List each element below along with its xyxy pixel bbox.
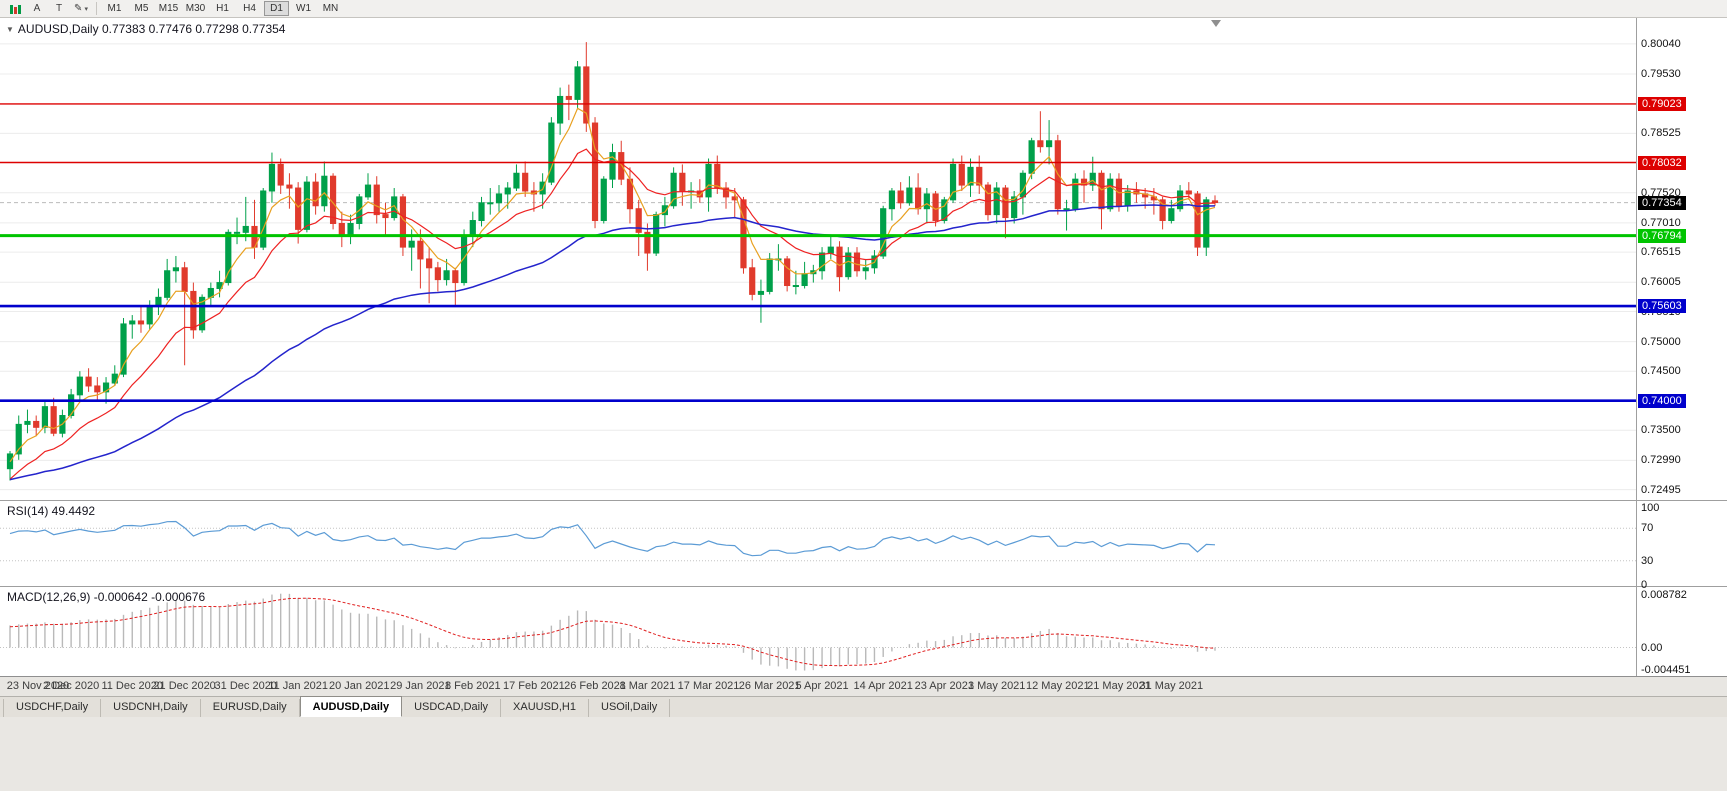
- date-label-29-Jan-2021: 29 Jan 2021: [390, 680, 451, 692]
- date-label-12-May-2021: 12 May 2021: [1026, 680, 1090, 692]
- date-label-31-Dec-2020: 31 Dec 2020: [214, 680, 277, 692]
- level-price-badge-0.75603: 0.75603: [1638, 299, 1686, 314]
- toolbar-separator: [96, 2, 97, 15]
- timeframe-m5-button[interactable]: M5: [134, 3, 149, 14]
- timeframe-mn-button[interactable]: MN: [322, 3, 339, 14]
- macd-signal-line: [9, 597, 1216, 667]
- chart-tab-usdchf[interactable]: USDCHF,Daily: [3, 699, 102, 717]
- price-tick-0.77010: 0.77010: [1641, 216, 1681, 229]
- date-label-17-Mar-2021: 17 Mar 2021: [677, 680, 740, 692]
- level-price-badge-0.76794: 0.76794: [1638, 228, 1686, 243]
- chart-title: ▼ AUDUSD,Daily 0.77383 0.77476 0.77298 0.…: [6, 22, 285, 36]
- chart-collapse-icon[interactable]: ▼: [6, 25, 14, 34]
- text-label-icon[interactable]: T: [55, 3, 63, 14]
- ma-mid-line: [9, 148, 1215, 480]
- level-price-badge-0.74000: 0.74000: [1638, 393, 1686, 408]
- chart-ohlc-values: 0.77383 0.77476 0.77298 0.77354: [101, 22, 286, 36]
- macd-indicator-label: MACD(12,26,9) -0.000642 -0.000676: [7, 590, 206, 604]
- chart-type-icon[interactable]: [5, 1, 25, 16]
- rsi-line: [9, 520, 1216, 557]
- date-label-26-Mar-2021: 26 Mar 2021: [738, 680, 801, 692]
- macd-histogram: [9, 593, 1216, 671]
- chart-symbol-period: AUDUSD,Daily: [17, 22, 99, 36]
- timeframe-m30-button[interactable]: M30: [185, 3, 206, 14]
- candlestick-glyph: [9, 3, 21, 14]
- chart-tab-usdcnh[interactable]: USDCNH,Daily: [101, 699, 201, 717]
- candlestick-plot[interactable]: [6, 42, 1219, 481]
- rsi-axis-70: 70: [1641, 522, 1654, 535]
- chart-tab-usdcad[interactable]: USDCAD,Daily: [402, 699, 502, 717]
- chart-tab-bar: USDCHF,Daily USDCNH,Daily EURUSD,Daily AUDU…: [0, 696, 1727, 717]
- macd-axis-label-2: -0.004451: [1641, 664, 1691, 676]
- pencil-icon: ✎: [74, 3, 83, 14]
- chart-shift-marker[interactable]: [1211, 20, 1221, 27]
- level-price-badge-0.78032: 0.78032: [1638, 155, 1686, 170]
- rsi-indicator-label: RSI(14) 49.4492: [7, 504, 96, 518]
- ma-fast-line: [9, 107, 1216, 463]
- price-tick-0.78525: 0.78525: [1641, 127, 1681, 140]
- level-price-badge-0.79023: 0.79023: [1638, 96, 1686, 111]
- date-label-23-Apr-2021: 23 Apr 2021: [914, 680, 974, 692]
- price-tick-0.74500: 0.74500: [1641, 365, 1681, 378]
- timeframe-m1-button[interactable]: M1: [107, 3, 122, 14]
- horizontal-level-lines[interactable]: [0, 103, 1636, 403]
- date-label-31-May-2021: 31 May 2021: [1139, 680, 1204, 692]
- date-label-11-Dec-2020: 11 Dec 2020: [101, 680, 164, 692]
- timeframe-h1-button[interactable]: H1: [216, 3, 229, 14]
- date-label-11-Jan-2021: 11 Jan 2021: [268, 680, 329, 692]
- draw-tools-icon[interactable]: ✎ ▾: [71, 1, 91, 16]
- price-tick-0.75000: 0.75000: [1641, 335, 1681, 348]
- date-label-26-Feb-2021: 26 Feb 2021: [564, 680, 626, 692]
- date-label-5-Apr-2021: 5 Apr 2021: [795, 680, 849, 692]
- date-label-20-Jan-2021: 20 Jan 2021: [328, 680, 390, 692]
- date-label-21-May-2021: 21 May 2021: [1087, 680, 1151, 692]
- chart-tab-usoil[interactable]: USOil,Daily: [589, 699, 671, 717]
- price-gridlines: [0, 43, 1636, 491]
- price-tick-0.72495: 0.72495: [1641, 483, 1681, 496]
- chart-tab-xauusd[interactable]: XAUUSD,H1: [501, 699, 589, 717]
- date-label-8-Mar-2021: 8 Mar 2021: [619, 680, 676, 692]
- timeframe-h4-button[interactable]: H4: [243, 3, 256, 14]
- date-label-21-Dec-2020: 21 Dec 2020: [153, 680, 216, 692]
- toolbar: A T ✎ ▾ M1 M5 M15 M30 H1 H4 D1 W1 MN: [0, 0, 1727, 18]
- price-tick-0.80040: 0.80040: [1641, 37, 1681, 50]
- price-tick-0.79530: 0.79530: [1641, 67, 1681, 80]
- price-tick-0.76005: 0.76005: [1641, 276, 1681, 289]
- date-label-3-May-2021: 3 May 2021: [967, 680, 1026, 692]
- rsi-axis-0: 0: [1641, 579, 1648, 591]
- chart-tab-audusd[interactable]: AUDUSD,Daily: [299, 696, 403, 717]
- cursor-annotation-icon[interactable]: A: [33, 3, 41, 14]
- timeframe-w1-button[interactable]: W1: [296, 3, 311, 14]
- date-label-23-Nov-2020: 23 Nov 2020: [6, 680, 70, 692]
- date-label-2-Dec-2020: 2 Dec 2020: [42, 680, 100, 692]
- rsi-axis-30: 30: [1641, 554, 1654, 567]
- timeframe-m15-button[interactable]: M15: [158, 3, 179, 14]
- current-price-badge: 0.77354: [1638, 195, 1686, 210]
- timeframe-group: M1 M5 M15 M30 H1 H4 D1 W1 MN: [101, 1, 344, 16]
- date-label-8-Feb-2021: 8 Feb 2021: [444, 680, 501, 692]
- macd-axis-label-1: 0.00: [1641, 641, 1663, 654]
- price-tick-0.73500: 0.73500: [1641, 424, 1681, 437]
- price-tick-0.76515: 0.76515: [1641, 246, 1681, 259]
- window-bottom-area: [0, 717, 1727, 791]
- chevron-down-icon: ▾: [84, 5, 88, 13]
- rsi-axis-100: 100: [1641, 502, 1660, 514]
- chart-tab-eurusd[interactable]: EURUSD,Daily: [201, 699, 300, 717]
- date-label-14-Apr-2021: 14 Apr 2021: [853, 680, 913, 692]
- timeframe-d1-button[interactable]: D1: [264, 1, 289, 16]
- macd-axis-label-0: 0.008782: [1641, 589, 1687, 601]
- date-label-17-Feb-2021: 17 Feb 2021: [503, 680, 565, 692]
- chart-background: [0, 18, 1727, 677]
- price-tick-0.72990: 0.72990: [1641, 454, 1681, 467]
